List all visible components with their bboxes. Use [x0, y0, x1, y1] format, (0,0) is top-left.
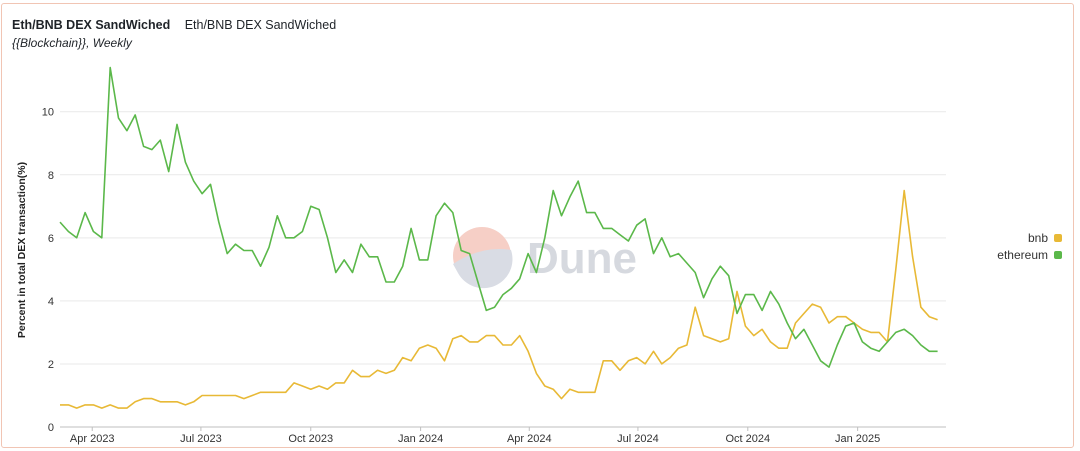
x-tick-label: Oct 2023	[288, 433, 333, 445]
y-axis-label: Percent in total DEX transaction(%)	[16, 162, 28, 338]
y-axis-ticks: 0 2 4 6 8 10	[42, 107, 54, 434]
dune-watermark: Dune	[453, 227, 637, 289]
y-tick-label-4: 4	[48, 296, 54, 308]
y-tick-label-10: 10	[42, 107, 54, 119]
dune-watermark-text: Dune	[527, 234, 637, 283]
legend-swatch-bnb	[1054, 233, 1062, 242]
dune-logo-wedge-icon	[453, 248, 513, 289]
y-tick-label-0: 0	[48, 422, 54, 434]
chart-subtitle: {{Blockchain}}, Weekly	[12, 36, 132, 50]
legend: bnb ethereum	[997, 229, 1062, 263]
legend-item-bnb[interactable]: bnb	[997, 229, 1062, 246]
x-tick-label: Apr 2023	[70, 433, 115, 445]
x-tick-label: Oct 2024	[725, 433, 770, 445]
series-lines	[59, 66, 938, 409]
x-tick-label: Jul 2024	[617, 433, 659, 445]
y-tick-label-6: 6	[48, 233, 54, 245]
x-axis-ticks: Apr 2023 Jul 2023 Oct 2023 Jan 2024 Apr 2024…	[70, 427, 880, 445]
legend-label-bnb: bnb	[1027, 230, 1048, 245]
y-tick-label-8: 8	[48, 170, 54, 182]
legend-label-ethereum: ethereum	[997, 247, 1048, 262]
legend-item-ethereum[interactable]: ethereum	[997, 246, 1062, 263]
x-tick-label: Jan 2024	[398, 433, 443, 445]
chart-title: Eth/BNB DEX SandWiched	[12, 18, 171, 32]
query-name: Eth/BNB DEX SandWiched	[184, 18, 337, 32]
chart-header: Eth/BNB DEX SandWiched Eth/BNB DEX SandW…	[12, 16, 336, 34]
series-line-ethereum[interactable]	[59, 66, 938, 368]
x-tick-label: Jul 2023	[180, 433, 222, 445]
series-line-bnb[interactable]	[60, 189, 938, 409]
y-tick-label-2: 2	[48, 359, 54, 371]
x-tick-label: Jan 2025	[835, 433, 880, 445]
x-tick-label: Apr 2024	[507, 433, 552, 445]
legend-swatch-ethereum	[1054, 250, 1062, 259]
